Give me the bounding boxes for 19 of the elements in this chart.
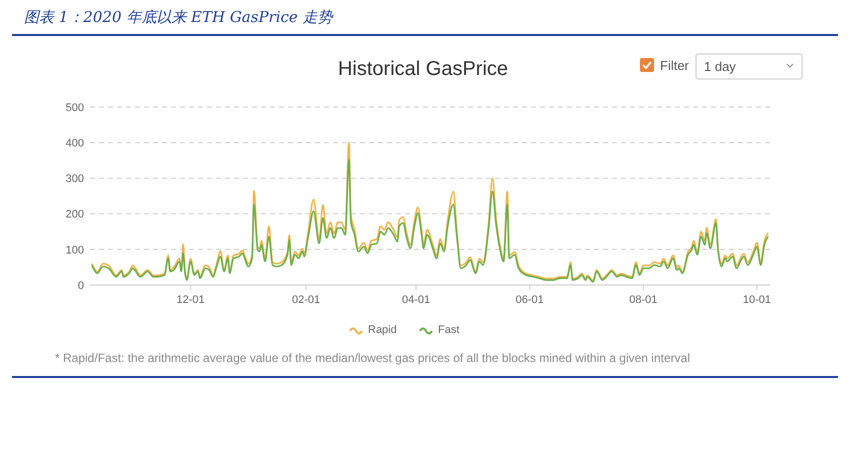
- text: 1 day: [704, 59, 736, 74]
- legend-label: Rapid: [368, 324, 397, 336]
- x-tick-label: 06-01: [516, 294, 544, 306]
- y-tick-label: 100: [66, 244, 84, 256]
- y-tick-label: 0: [78, 280, 84, 292]
- text: * Rapid/Fast: the arithmetic average value of the median/lowest gas prices of all the blocks mined within a given interval: [55, 351, 690, 365]
- legend-label: Fast: [438, 324, 460, 336]
- text: Filter: [660, 58, 690, 73]
- x-tick-label: 02-01: [292, 294, 320, 306]
- y-tick-label: 200: [66, 208, 84, 221]
- chart-subtitle: Historical GasPrice: [338, 58, 508, 80]
- y-tick-label: 500: [66, 102, 84, 114]
- x-tick-label: 04-01: [402, 294, 430, 306]
- x-tick-label: 10-01: [742, 294, 772, 306]
- y-tick-label: 400: [66, 137, 84, 150]
- chart-title: 图表 1：2020 年底以来 ETH GasPrice 走势: [24, 8, 335, 26]
- x-tick-label: 12-01: [176, 294, 205, 306]
- y-tick-label: 300: [66, 173, 84, 186]
- x-tick-label: 08-01: [629, 294, 658, 306]
